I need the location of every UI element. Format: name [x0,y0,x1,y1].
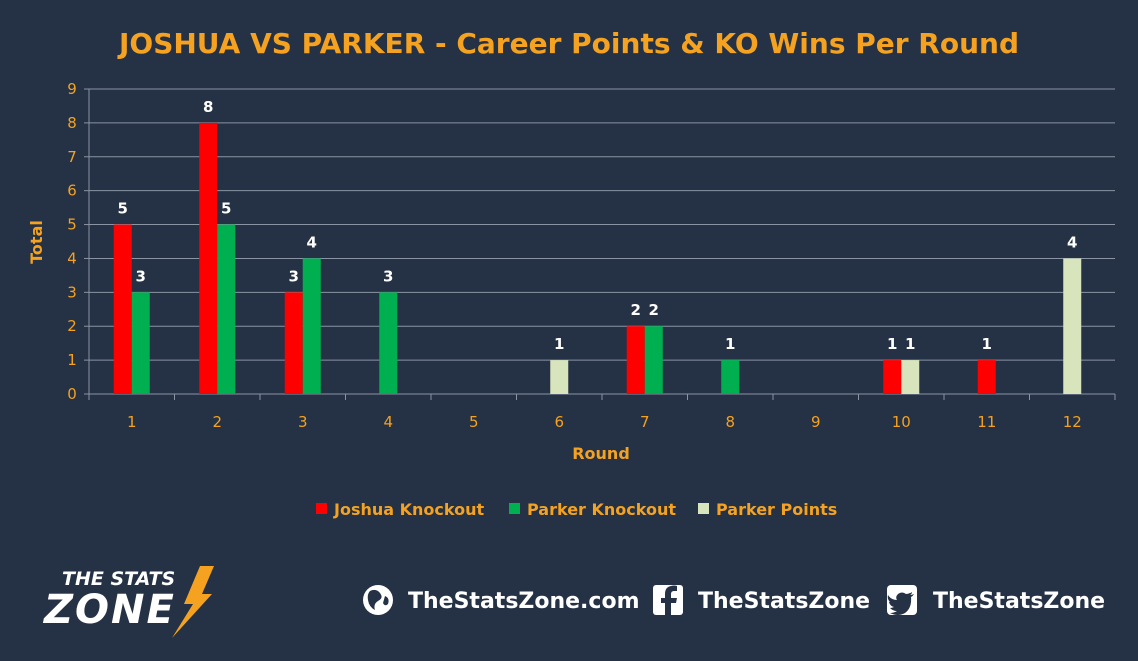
data-label: 2 [649,301,659,319]
lightning-bolt-icon [172,566,214,638]
y-tick-label: 7 [67,148,77,166]
stats-zone-logo: THE STATS ZONE [42,566,214,638]
x-tick-labels: 1 2 3 4 5 6 7 8 9 10 11 12 [127,413,1082,431]
data-label: 2 [631,301,641,319]
data-label: 1 [905,335,915,353]
data-label: 5 [221,200,231,218]
data-label: 3 [383,267,393,285]
x-axis-label: Round [572,444,630,463]
bar [977,360,996,394]
y-tick-label: 4 [67,249,77,267]
y-tick-label: 3 [67,283,77,301]
bar [644,326,663,394]
bars [113,122,1082,394]
x-tick-label: 10 [892,413,911,431]
legend-label: Joshua Knockout [333,500,484,519]
bar [217,224,236,394]
twitter-link[interactable]: TheStatsZone [933,589,1105,614]
bar [901,360,920,394]
legend-label: Parker Knockout [527,500,676,519]
x-tick-label: 5 [469,413,479,431]
bar [883,360,902,394]
legend-swatch [316,503,327,514]
bar [113,224,132,394]
data-label: 1 [887,335,897,353]
bar [131,292,150,394]
x-tick-label: 7 [640,413,650,431]
bar [721,360,740,394]
logo-text-bottom: ZONE [42,587,176,633]
y-axis-label: Total [27,220,46,264]
data-label: 3 [136,267,146,285]
x-tick-label: 12 [1063,413,1082,431]
bar [284,292,303,394]
axes [84,88,1116,400]
y-tick-label: 9 [67,80,77,98]
twitter-icon [887,585,917,615]
chart-title: JOSHUA VS PARKER - Career Points & KO Wi… [117,27,1019,60]
bar [199,122,218,394]
website-link[interactable]: TheStatsZone.com [408,589,640,614]
y-tick-label: 1 [67,351,77,369]
x-tick-label: 8 [725,413,735,431]
bar [379,292,398,394]
x-tick-label: 6 [554,413,564,431]
legend-swatch [509,503,520,514]
bar [1063,258,1082,394]
legend-label: Parker Points [716,500,837,519]
data-label: 4 [307,233,317,251]
facebook-icon [653,585,683,615]
gridlines [89,88,1115,361]
facebook-link[interactable]: TheStatsZone [698,589,870,614]
data-label: 1 [725,335,735,353]
data-label: 3 [289,267,299,285]
y-tick-label: 2 [67,317,77,335]
data-label: 1 [554,335,564,353]
x-tick-label: 1 [127,413,137,431]
x-tick-label: 3 [298,413,308,431]
x-tick-label: 9 [811,413,821,431]
bar [302,258,321,394]
x-tick-label: 11 [977,413,996,431]
y-tick-label: 6 [67,182,77,200]
y-tick-label: 5 [67,216,77,234]
globe-icon [363,585,393,615]
data-label: 4 [1067,233,1077,251]
data-label: 8 [203,98,213,116]
y-tick-label: 0 [67,385,77,403]
legend-swatch [698,503,709,514]
x-tick-label: 4 [383,413,393,431]
y-tick-label: 8 [67,114,77,132]
data-label: 1 [982,335,992,353]
bar [626,326,645,394]
y-tick-labels: 0 1 2 3 4 5 6 7 8 9 [67,80,77,403]
x-tick-label: 2 [212,413,222,431]
legend: Joshua Knockout Parker Knockout Parker Poi… [316,500,837,519]
data-label: 5 [118,200,128,218]
bar [550,360,569,394]
logo-text-top: THE STATS [62,568,175,590]
